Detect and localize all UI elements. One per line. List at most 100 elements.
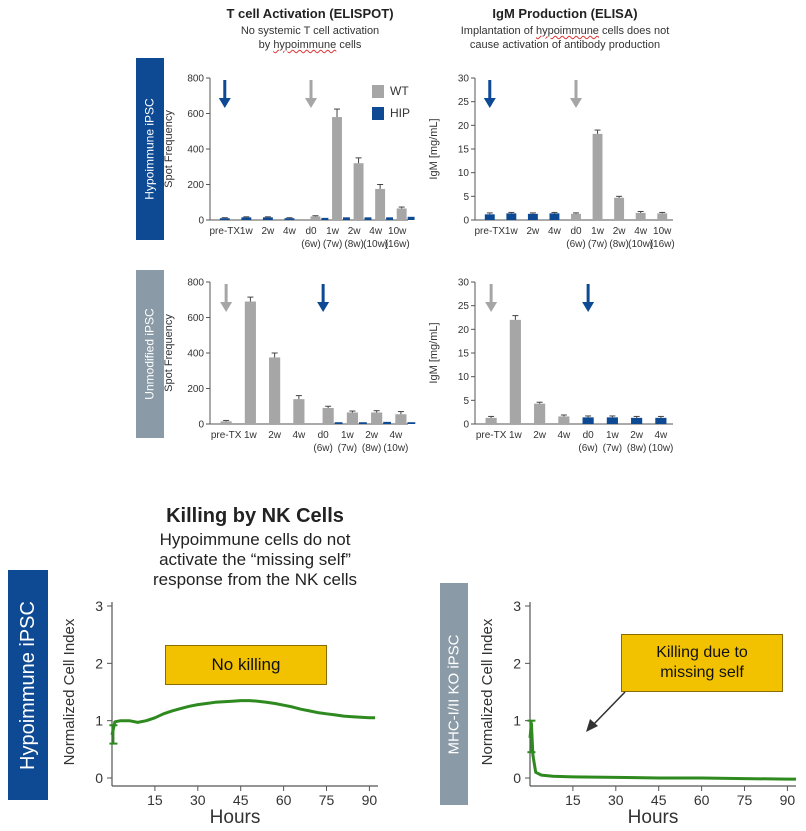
y-axis-label: Spot Frequency: [163, 110, 175, 188]
elisa-subtitle-1a: Implantation of: [460, 25, 536, 37]
x-tick-label: 2w: [268, 430, 282, 441]
timepoint-arrow-head: [485, 302, 498, 312]
y-tick-label: 0: [198, 420, 204, 431]
callout-killing-line2: missing self: [660, 664, 744, 681]
nk-subtitle: Hypoimmune cells do not activate the “mi…: [105, 530, 405, 590]
bar: [395, 414, 407, 424]
bar: [371, 412, 383, 424]
y-tick-label: 800: [187, 74, 204, 85]
y-tick-label: 15: [458, 349, 470, 360]
elispot-subtitle-2b: hypoimmune: [273, 39, 337, 51]
x-tick-label: 60: [276, 792, 292, 808]
elispot-subtitle-line2: by hypoimmune cells: [190, 38, 430, 52]
x-tick-sublabel: (10w): [383, 443, 408, 454]
x-tick-label: 1w: [341, 430, 355, 441]
y-tick-label: 1: [513, 713, 521, 729]
elisa-title: IgM Production (ELISA): [492, 6, 638, 21]
elispot-subtitle-line1: No systemic T cell activation: [240, 25, 380, 37]
x-tick-label: 75: [737, 792, 753, 808]
x-tick-label: 2w: [630, 430, 644, 441]
bar: [375, 188, 386, 220]
x-tick-label: 75: [319, 792, 335, 808]
x-tick-sublabel: (6w): [566, 239, 585, 250]
y-tick-label: 3: [95, 598, 103, 614]
bar: [582, 417, 594, 424]
nk-hypoimmune-chart: Normalized Cell Index 0 1 2 3 15 30 45 60 75 90 Hou…: [61, 598, 378, 828]
bar: [485, 417, 497, 424]
elispot-subtitle-2c: cells: [336, 39, 362, 51]
nk-subtitle-line1: Hypoimmune cells do not: [159, 530, 351, 549]
x-tick-label: 1w: [509, 430, 523, 441]
bar-secondary: [334, 422, 343, 424]
row-label-unmodified-text: Unmodified iPSC: [143, 308, 157, 400]
y-tick-label: 0: [463, 216, 469, 227]
y-tick-label: 400: [187, 145, 204, 156]
x-tick-label: 90: [362, 792, 378, 808]
nk-left-label-text: Hypoimmune iPSC: [16, 600, 39, 770]
bar: [332, 117, 342, 220]
bar-secondary: [407, 422, 416, 424]
elisa-subtitle-line2: cause activation of antibody production: [469, 39, 661, 51]
y-tick-label: 3: [513, 598, 521, 614]
bar: [322, 408, 334, 424]
y-tick-label: 20: [458, 121, 470, 132]
y-tick-label: 2: [513, 655, 521, 671]
x-tick-label: 1w: [591, 226, 605, 237]
bar: [534, 403, 546, 424]
bar: [635, 212, 646, 220]
elisa-subtitle-1b: hypoimmune: [535, 25, 599, 37]
bar-secondary: [407, 216, 415, 220]
y-tick-label: 600: [187, 313, 204, 324]
y-tick-label: 200: [187, 180, 204, 191]
x-tick-label: 4w: [389, 430, 403, 441]
elisa-subtitle-1c: cells does not: [598, 25, 670, 37]
x-tick-label: 45: [651, 792, 667, 808]
timepoint-arrow-head: [570, 98, 582, 108]
x-tick-label: pre-TX: [209, 226, 240, 237]
y-tick-label: 25: [458, 97, 470, 108]
bar: [657, 213, 668, 220]
x-tick-sublabel: (8w): [362, 443, 381, 454]
bar: [631, 417, 643, 424]
y-tick-label: 0: [198, 216, 204, 227]
bar: [509, 319, 521, 424]
y-tick-label: 20: [458, 325, 470, 336]
nk-left-label: Hypoimmune iPSC: [8, 570, 48, 800]
x-tick-label: pre-TX: [211, 430, 242, 441]
x-tick-sublabel: (6w): [301, 239, 320, 250]
x-tick-label: 4w: [548, 226, 562, 237]
timepoint-arrow-head: [483, 98, 496, 108]
nk-subtitle-line2: activate the “missing self”: [159, 550, 351, 569]
bar: [346, 412, 358, 424]
x-tick-sublabel: (8w): [627, 443, 646, 454]
x-tick-label: 10w: [388, 226, 407, 237]
nk-right-label: MHC-I/II KO iPSC: [440, 583, 468, 805]
y-tick-label: 5: [463, 396, 469, 407]
callout-pointer-head: [586, 719, 598, 732]
y-axis-label: Spot Frequency: [163, 314, 175, 392]
legend-hip-swatch: [372, 106, 384, 120]
y-tick-label: 30: [458, 278, 470, 289]
bar: [484, 214, 495, 220]
y-tick-label: 0: [463, 420, 469, 431]
x-tick-label: 4w: [634, 226, 648, 237]
elisa-subtitle-line1: Implantation of hypoimmune cells does no…: [430, 24, 700, 38]
x-axis-label: Hours: [628, 807, 679, 828]
callout-killing: Killing due to missing self: [621, 634, 783, 692]
x-tick-sublabel: (6w): [313, 443, 332, 454]
x-tick-sublabel: (10w): [363, 239, 388, 250]
bar: [592, 133, 603, 220]
x-tick-label: 30: [190, 792, 206, 808]
legend: WT HIP: [372, 84, 410, 120]
nk-title: Killing by NK Cells: [166, 505, 344, 527]
x-tick-label: 2w: [526, 226, 540, 237]
bar: [310, 216, 321, 220]
y-tick-label: 0: [513, 770, 521, 786]
y-tick-label: 1: [95, 713, 103, 729]
bar: [558, 416, 570, 424]
legend-wt-label: WT: [390, 84, 409, 98]
